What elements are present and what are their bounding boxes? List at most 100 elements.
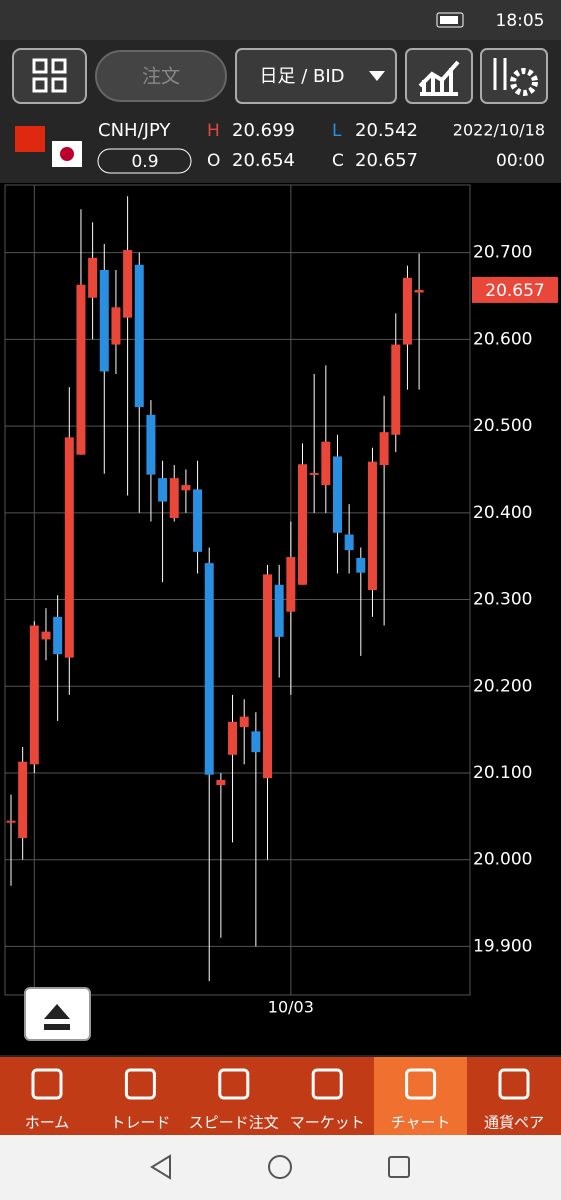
candle-body xyxy=(309,472,319,475)
settings-icon xyxy=(510,68,538,96)
candle-body xyxy=(111,307,121,345)
candle-body xyxy=(216,779,226,786)
candle-body xyxy=(53,616,63,655)
flag-jp-sun xyxy=(60,147,74,161)
home-button[interactable] xyxy=(268,1155,292,1179)
spread: 0.9 xyxy=(131,152,158,172)
candle-body xyxy=(169,478,179,519)
candle-body xyxy=(414,289,424,293)
close: 20.657 xyxy=(355,150,418,171)
open-label: O xyxy=(207,151,220,171)
candle-body xyxy=(379,432,389,466)
nav-icon xyxy=(218,1068,250,1100)
nav-label: 通貨ペア xyxy=(484,1114,544,1132)
low-label: L xyxy=(332,121,342,141)
y-tick-label: 20.200 xyxy=(473,676,532,696)
candle-body xyxy=(204,563,214,775)
nav-items: ホーム トレード スピード注文 マーケット チャート 通貨ペア xyxy=(25,1068,544,1132)
eject-icon xyxy=(44,1004,70,1030)
candle-body xyxy=(76,284,86,455)
candle-body xyxy=(99,269,109,372)
candle-body xyxy=(6,820,16,823)
spread-box xyxy=(97,148,192,174)
date: 2022/10/18 xyxy=(453,121,545,140)
order-button[interactable] xyxy=(95,50,227,102)
candle-body xyxy=(321,441,331,486)
candle-body xyxy=(332,456,342,533)
x-tick-label: 10/03 xyxy=(268,998,314,1017)
candle-body xyxy=(402,277,412,345)
grid-icon xyxy=(32,58,67,93)
open: 20.654 xyxy=(232,150,295,171)
low: 20.542 xyxy=(355,120,418,141)
candle-body xyxy=(18,761,28,839)
candle-body xyxy=(367,461,377,590)
candle-body xyxy=(251,731,261,753)
battery-level xyxy=(440,16,458,24)
last-price-box xyxy=(472,276,558,303)
plot-frame xyxy=(4,184,471,996)
candle-body xyxy=(158,478,168,502)
nav-label: マーケット xyxy=(290,1114,365,1132)
candle-body xyxy=(193,489,203,552)
status-time: 18:05 xyxy=(496,11,545,31)
nav-icon xyxy=(498,1068,530,1100)
y-tick-label: 20.500 xyxy=(473,416,532,436)
flag-cn xyxy=(15,126,45,152)
nav-icon xyxy=(311,1068,343,1100)
indicator-icon xyxy=(418,60,460,96)
candle-body xyxy=(356,557,366,573)
back-button[interactable] xyxy=(150,1154,171,1180)
candle-body xyxy=(181,485,191,491)
menu-button[interactable] xyxy=(12,48,87,104)
candle-body xyxy=(344,534,354,551)
candle-body xyxy=(274,584,284,637)
nav-label: チャート xyxy=(391,1114,451,1132)
candle-icon xyxy=(493,58,507,90)
order-label: 注文 xyxy=(142,66,180,88)
candle-body xyxy=(64,437,74,658)
y-tick-label: 20.400 xyxy=(473,503,532,523)
high-label: H xyxy=(207,121,220,141)
candle-body xyxy=(146,414,156,475)
candle-body xyxy=(228,721,238,755)
system-nav xyxy=(0,1135,561,1200)
period-label: 日足 / BID xyxy=(259,66,344,87)
nav-icon xyxy=(124,1068,156,1100)
chart: 19.900 20.000 20.100 20.200 20.300 20.400 20.5… xyxy=(5,185,558,1017)
period-select[interactable] xyxy=(235,48,397,104)
candle-body xyxy=(41,631,51,640)
y-tick-label: 20.300 xyxy=(473,590,532,610)
y-tick-label: 19.900 xyxy=(473,936,532,956)
nav-icon xyxy=(31,1068,63,1100)
battery xyxy=(436,12,464,28)
candle-body xyxy=(263,574,273,779)
y-tick-label: 20.000 xyxy=(473,850,532,870)
candle-body xyxy=(134,264,144,408)
nav-label: トレード xyxy=(110,1114,170,1132)
close-label: C xyxy=(332,151,344,171)
recents-button[interactable] xyxy=(388,1156,410,1178)
bottom-nav xyxy=(0,1057,561,1135)
nav-label: スピード注文 xyxy=(189,1114,279,1132)
y-tick-label: 20.700 xyxy=(473,243,532,263)
candle-body xyxy=(391,344,401,435)
symbol: CNH/JPY xyxy=(98,120,171,141)
nav-icon xyxy=(405,1068,437,1100)
candle-body xyxy=(123,250,133,318)
status-bar xyxy=(0,0,561,40)
y-tick-label: 20.100 xyxy=(473,763,532,783)
time: 00:00 xyxy=(496,151,545,171)
candle-body xyxy=(298,464,307,585)
candle-body xyxy=(88,257,98,298)
y-tick-label: 20.600 xyxy=(473,329,532,349)
candle-body xyxy=(239,716,249,728)
high: 20.699 xyxy=(232,120,295,141)
dropdown-arrow xyxy=(369,71,385,81)
candle-body xyxy=(286,557,296,612)
last-price-label: 20.657 xyxy=(485,281,544,301)
settings-button[interactable] xyxy=(480,48,548,104)
candle-body xyxy=(29,625,39,765)
nav-label: ホーム xyxy=(25,1114,70,1132)
